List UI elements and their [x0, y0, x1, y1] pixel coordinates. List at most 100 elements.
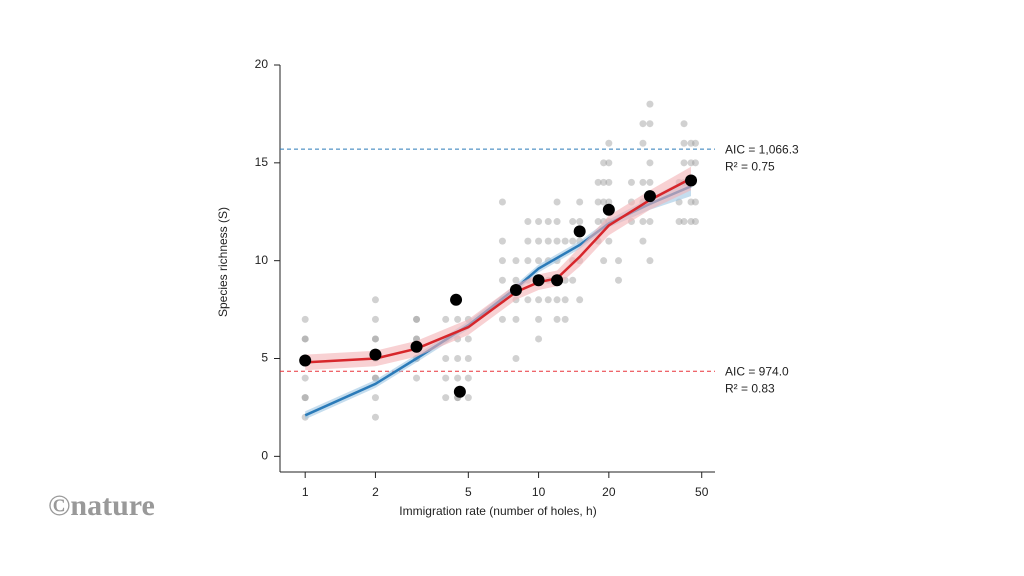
- raw-point: [680, 159, 688, 167]
- x-tick-label: 10: [532, 485, 546, 499]
- confidence-band: [305, 166, 691, 371]
- raw-point: [544, 296, 552, 304]
- raw-point: [576, 296, 584, 304]
- raw-point: [600, 178, 608, 186]
- mean-point: [573, 225, 586, 238]
- raw-point: [639, 139, 647, 147]
- mean-point: [643, 190, 656, 203]
- raw-point: [371, 315, 379, 323]
- raw-point: [594, 178, 602, 186]
- raw-point: [646, 120, 654, 128]
- mean-point: [369, 348, 382, 361]
- raw-point: [512, 315, 520, 323]
- raw-point: [301, 315, 309, 323]
- raw-point: [569, 276, 577, 284]
- raw-point: [301, 394, 309, 402]
- raw-point: [680, 120, 688, 128]
- raw-point: [687, 218, 695, 226]
- y-axis-label: Species richness (S): [216, 207, 230, 317]
- raw-point: [524, 257, 532, 265]
- raw-point: [680, 139, 688, 147]
- raw-point: [535, 296, 543, 304]
- raw-point: [646, 100, 654, 108]
- raw-point: [605, 159, 613, 167]
- raw-point: [553, 315, 561, 323]
- raw-point: [600, 257, 608, 265]
- x-axis-label: Immigration rate (number of holes, h): [399, 504, 596, 518]
- raw-point: [442, 394, 450, 402]
- y-tick-label: 20: [255, 57, 269, 71]
- raw-point: [600, 198, 608, 206]
- y-tick-label: 5: [261, 351, 268, 365]
- raw-point: [561, 315, 569, 323]
- raw-point: [524, 237, 532, 245]
- mean-point: [453, 385, 466, 398]
- y-tick-label: 15: [255, 155, 269, 169]
- x-tick-label: 5: [465, 485, 472, 499]
- raw-point: [535, 315, 543, 323]
- raw-point: [371, 335, 379, 343]
- mean-point: [602, 203, 615, 216]
- raw-point: [454, 374, 462, 382]
- y-tick-label: 0: [261, 449, 268, 463]
- raw-point: [464, 374, 472, 382]
- raw-point: [594, 198, 602, 206]
- raw-point: [371, 394, 379, 402]
- mean-point: [551, 274, 564, 287]
- raw-point: [454, 315, 462, 323]
- raw-point: [569, 218, 577, 226]
- raw-point: [594, 218, 602, 226]
- raw-point: [524, 218, 532, 226]
- raw-point: [498, 198, 506, 206]
- raw-point: [605, 237, 613, 245]
- mean-point: [299, 354, 312, 367]
- raw-point: [675, 218, 683, 226]
- raw-point: [454, 355, 462, 363]
- raw-point: [535, 257, 543, 265]
- raw-point: [605, 178, 613, 186]
- raw-point: [687, 159, 695, 167]
- raw-point: [498, 315, 506, 323]
- raw-point: [371, 413, 379, 421]
- raw-point: [600, 159, 608, 167]
- raw-point: [301, 335, 309, 343]
- x-tick-label: 50: [695, 485, 709, 499]
- raw-point: [413, 315, 421, 323]
- raw-point: [512, 276, 520, 284]
- raw-point: [561, 237, 569, 245]
- raw-point: [535, 335, 543, 343]
- raw-point: [576, 198, 584, 206]
- raw-point: [301, 374, 309, 382]
- mean-point: [450, 293, 463, 306]
- raw-point: [413, 315, 421, 323]
- raw-point: [615, 276, 623, 284]
- raw-point: [569, 237, 577, 245]
- raw-point: [691, 218, 699, 226]
- raw-point: [498, 257, 506, 265]
- raw-point: [498, 276, 506, 284]
- raw-point: [687, 139, 695, 147]
- raw-point: [553, 296, 561, 304]
- raw-point: [691, 159, 699, 167]
- raw-point: [691, 139, 699, 147]
- raw-point: [413, 374, 421, 382]
- raw-point: [512, 257, 520, 265]
- y-tick-label: 10: [255, 253, 269, 267]
- raw-point: [524, 296, 532, 304]
- raw-point: [535, 218, 543, 226]
- raw-point: [646, 257, 654, 265]
- raw-point: [553, 237, 561, 245]
- raw-point: [544, 218, 552, 226]
- raw-point: [646, 159, 654, 167]
- x-tick-label: 2: [372, 485, 379, 499]
- raw-point: [535, 237, 543, 245]
- watermark: ©nature: [48, 489, 155, 522]
- raw-point: [576, 218, 584, 226]
- raw-point: [553, 218, 561, 226]
- raw-point: [544, 237, 552, 245]
- raw-point: [464, 355, 472, 363]
- raw-point: [639, 178, 647, 186]
- raw-point: [561, 296, 569, 304]
- annotation: R² = 0.75: [725, 159, 775, 173]
